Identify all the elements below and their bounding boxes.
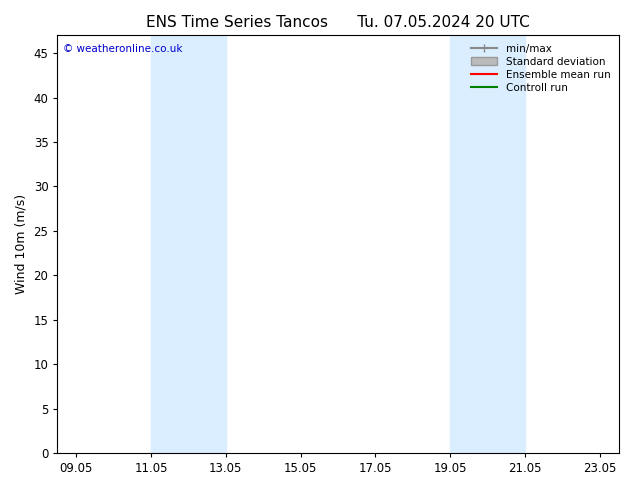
- Legend: min/max, Standard deviation, Ensemble mean run, Controll run: min/max, Standard deviation, Ensemble me…: [468, 41, 614, 96]
- Y-axis label: Wind 10m (m/s): Wind 10m (m/s): [15, 194, 28, 294]
- Bar: [450, 35, 525, 453]
- Text: © weatheronline.co.uk: © weatheronline.co.uk: [63, 44, 183, 54]
- Bar: [151, 35, 226, 453]
- Title: ENS Time Series Tancos      Tu. 07.05.2024 20 UTC: ENS Time Series Tancos Tu. 07.05.2024 20…: [146, 15, 530, 30]
